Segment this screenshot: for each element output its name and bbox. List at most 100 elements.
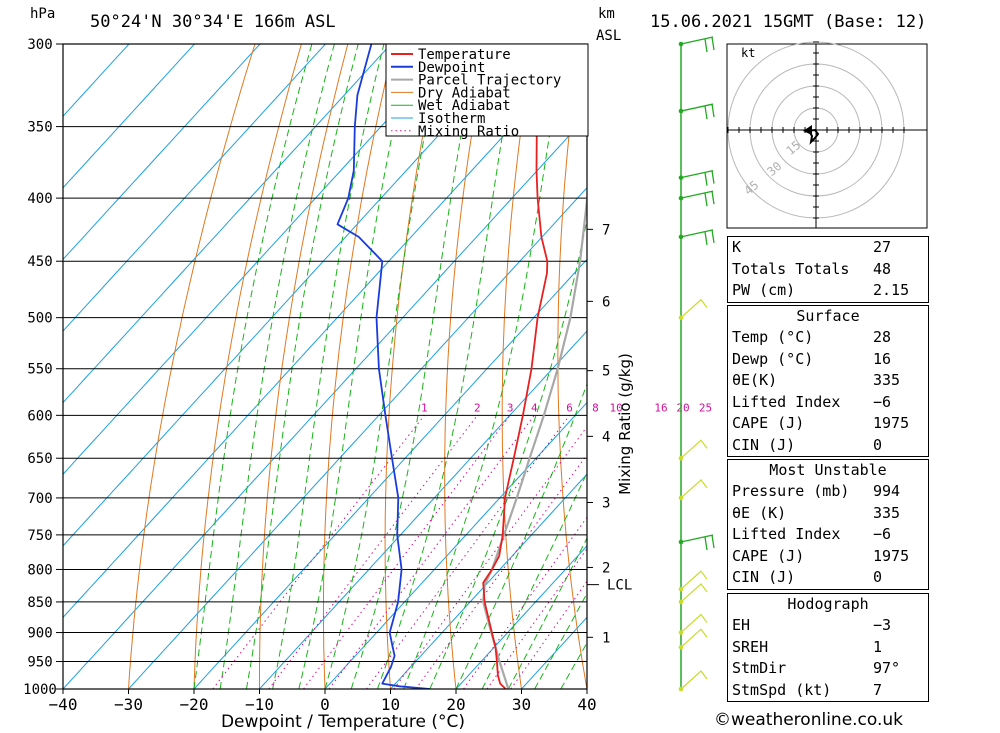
mixing-ratio-label: 2 xyxy=(474,401,481,414)
mixing-ratio-label: 3 xyxy=(507,401,514,414)
pressure-tick-label: 650 xyxy=(27,451,52,467)
wet-adiabat-line xyxy=(429,217,587,689)
storm-motion-marker xyxy=(803,125,812,135)
mixing-ratio-line xyxy=(463,516,587,689)
wind-barb xyxy=(680,570,708,590)
height-tick-label: 2 xyxy=(602,560,610,576)
legend-entry: Mixing Ratio xyxy=(418,124,519,140)
surface-row: CIN (J) 0 xyxy=(732,435,883,454)
temperature-tick-label: 40 xyxy=(577,695,596,714)
height-unit: km xyxy=(598,6,615,22)
temperature-tick-label: −40 xyxy=(49,695,78,714)
wind-barb xyxy=(680,190,715,207)
mixing-ratio-line xyxy=(510,580,587,689)
surface-row: CAPE (J) 1975 xyxy=(732,414,910,432)
wind-barb xyxy=(680,583,708,603)
wind-barb xyxy=(680,670,708,690)
mixing-ratio-line xyxy=(393,425,587,689)
mixing-ratio-label: 25 xyxy=(699,401,712,414)
most-unstable-row: Lifted Index −6 xyxy=(732,525,892,543)
temperature-tick-label: −10 xyxy=(245,695,274,714)
indices-panel: K 27 Totals Totals 48 PW (cm) 2.15 xyxy=(727,236,929,303)
hodograph-row: SREH 1 xyxy=(732,637,883,656)
most-unstable-row: CIN (J) 0 xyxy=(732,568,883,586)
temperature-tick-label: 30 xyxy=(512,695,531,714)
hodograph-row: EH −3 xyxy=(732,616,892,634)
mixing-ratio-line xyxy=(365,414,570,689)
most-unstable-title: Most Unstable xyxy=(769,461,887,479)
mixing-ratio-line xyxy=(415,453,587,689)
hodograph-trace xyxy=(805,128,820,145)
height-tick-label: 7 xyxy=(602,222,610,238)
temperature-tick-label: −20 xyxy=(180,695,209,714)
surface-row: θE(K) 335 xyxy=(732,371,901,389)
temperature-tick-label: 0 xyxy=(320,695,330,714)
dry-adiabat-line xyxy=(128,44,256,689)
wind-barb xyxy=(680,298,708,319)
wet-adiabat-line xyxy=(376,44,519,689)
most-unstable-row: Pressure (mb) 994 xyxy=(732,482,901,500)
pressure-tick-label: 950 xyxy=(27,655,52,671)
height-unit-ref: ASL xyxy=(596,28,622,44)
surface-row: Dewp (°C) 16 xyxy=(732,349,892,368)
isotherm-line xyxy=(390,473,587,689)
legend-entry: Wet Adiabat xyxy=(418,98,511,114)
temperature-tick-label: −30 xyxy=(114,695,143,714)
wet-adiabat-line xyxy=(272,44,385,689)
isotherm-line xyxy=(63,44,587,619)
mixing-ratio-label: 4 xyxy=(531,401,538,414)
most-unstable-row: θE (K) 335 xyxy=(732,503,901,522)
isotherm-line xyxy=(63,44,130,117)
hodograph-stats-panel: Hodograph EH −3 SREH 1 StmDir 97° StmSpd (k… xyxy=(727,593,929,702)
pressure-tick-label: 600 xyxy=(27,408,52,424)
index-row: PW (cm) 2.15 xyxy=(732,281,910,299)
temperature-tick-label: 10 xyxy=(381,695,400,714)
isotherm-line xyxy=(63,44,261,261)
pressure-tick-label: 800 xyxy=(27,562,52,578)
height-tick-label: 3 xyxy=(602,495,610,511)
wind-barb xyxy=(680,103,715,120)
isotherm-line xyxy=(63,44,392,404)
legend-box xyxy=(385,43,589,137)
wind-barb xyxy=(680,36,715,53)
plot-frame xyxy=(62,43,588,690)
dry-adiabat-line xyxy=(193,44,302,689)
legend-entry: Parcel Trajectory xyxy=(418,73,561,89)
wind-barb xyxy=(680,439,708,459)
hodograph-frame xyxy=(726,43,928,229)
mixing-ratio-label: 10 xyxy=(609,401,622,414)
hodograph-stats-title: Hodograph xyxy=(787,595,869,613)
hodograph-row: StmSpd (kt) 7 xyxy=(732,680,883,699)
pressure-tick-label: 500 xyxy=(27,311,52,327)
legend-entry: Dewpoint xyxy=(418,60,485,76)
wind-barb xyxy=(680,613,708,634)
wind-barb xyxy=(680,170,715,186)
pressure-tick-label: 750 xyxy=(27,528,52,544)
height-tick-label: 4 xyxy=(602,429,610,445)
pressure-tick-label: 400 xyxy=(27,191,52,207)
mixing-ratio-line xyxy=(486,547,587,689)
pressure-tick-label: 1000 xyxy=(23,682,57,698)
dewpoint-line xyxy=(336,44,430,689)
wind-barb xyxy=(680,229,715,245)
mixing-ratio-label: 1 xyxy=(421,401,428,414)
height-tick-label: 6 xyxy=(602,294,610,310)
index-row: K 27 xyxy=(732,238,892,256)
parcel-trajectory-line xyxy=(482,180,587,689)
pressure-tick-label: 900 xyxy=(27,626,52,642)
wet-adiabat-line xyxy=(324,44,444,689)
wind-barb xyxy=(680,479,708,499)
temperature-line xyxy=(482,44,549,689)
pressure-tick-label: 450 xyxy=(27,254,52,270)
wind-barb xyxy=(680,628,708,648)
mixing-ratio-label: 16 xyxy=(654,401,667,414)
isotherm-line xyxy=(521,616,587,689)
legend-entry: Temperature xyxy=(418,47,511,63)
datetime-title: 15.06.2021 15GMT (Base: 12) xyxy=(650,12,927,32)
mixing-ratio-label: 20 xyxy=(676,401,689,414)
lcl-label: LCL xyxy=(607,578,632,594)
mixing-ratio-label: 6 xyxy=(566,401,573,414)
